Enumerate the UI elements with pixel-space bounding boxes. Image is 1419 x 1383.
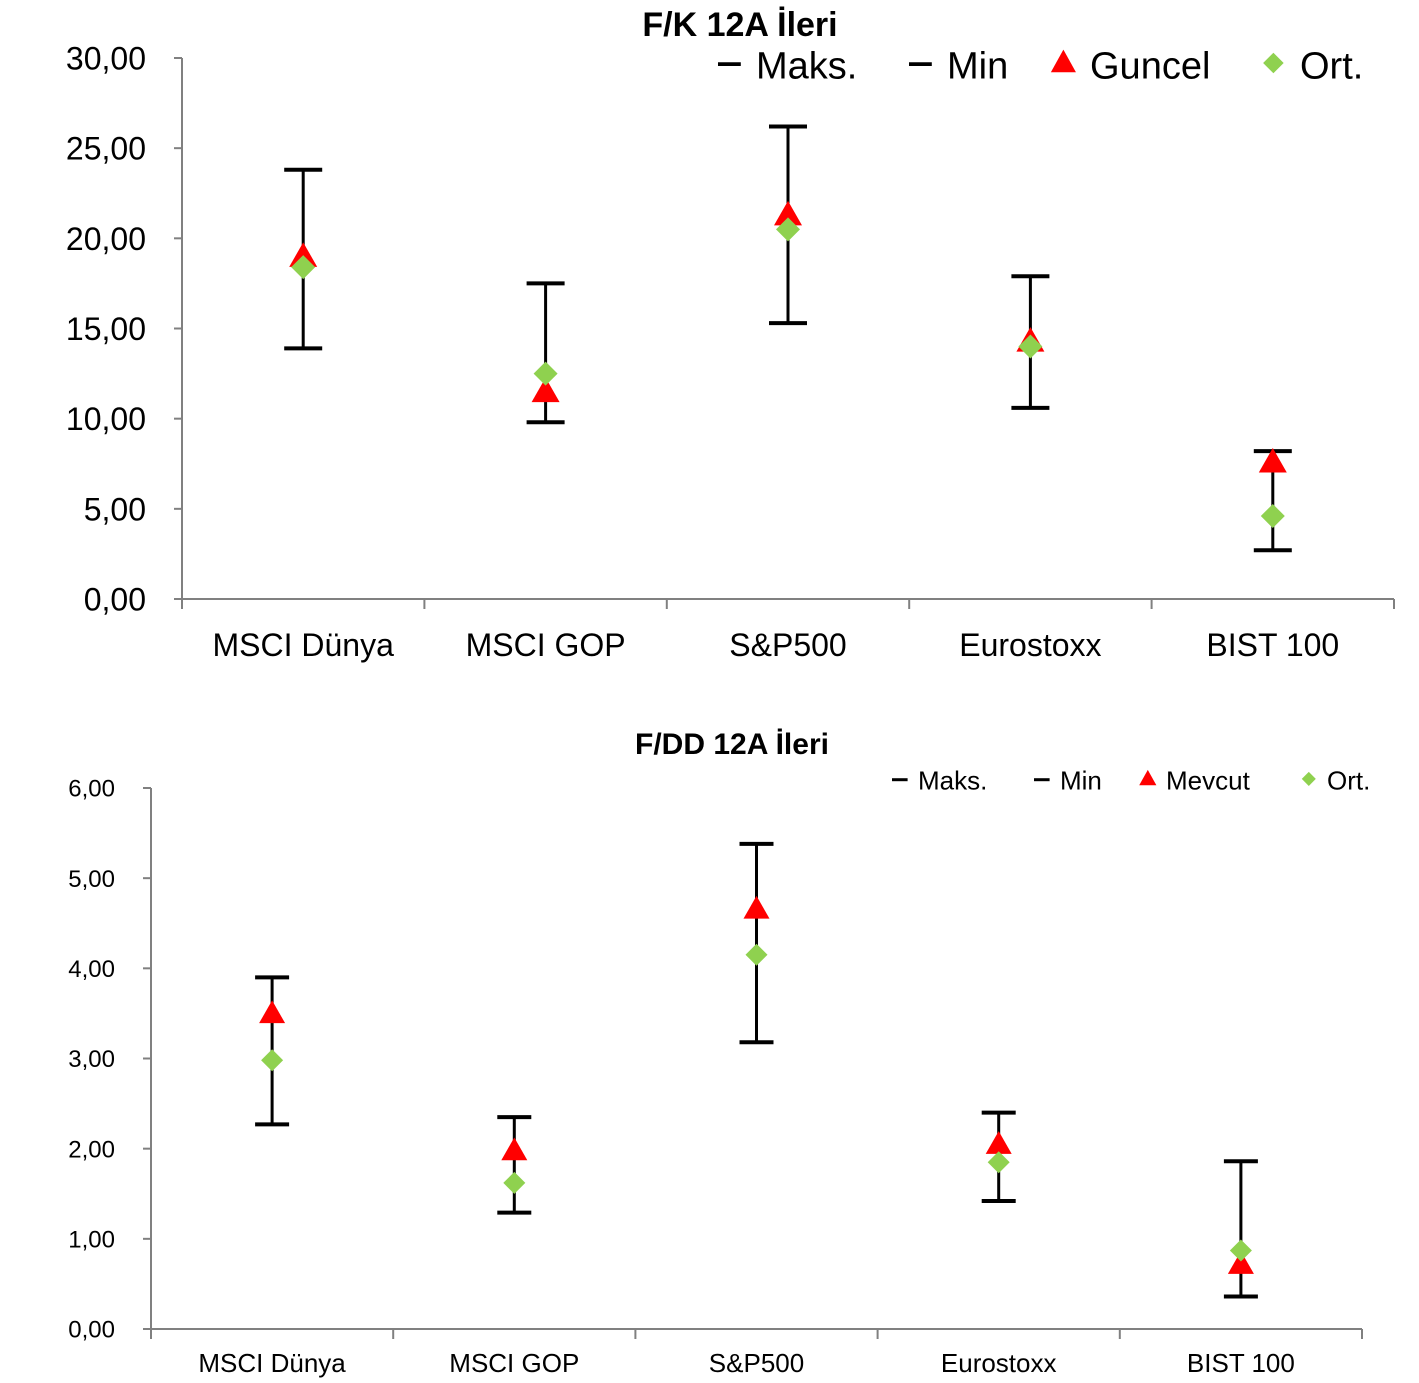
x-tick-label: BIST 100 xyxy=(1187,1348,1295,1378)
average-point xyxy=(533,361,558,386)
legend: Maks. Min Mevcut Ort. xyxy=(892,766,1370,796)
legend-label: Ort. xyxy=(1327,766,1370,796)
y-tick-label: 10,00 xyxy=(66,401,146,437)
y-tick-label: 30,00 xyxy=(66,41,146,77)
average-point xyxy=(503,1171,526,1194)
current-point xyxy=(774,200,802,226)
x-tick-label: Eurostoxx xyxy=(941,1348,1057,1378)
legend-label: Ort. xyxy=(1300,46,1363,88)
y-tick-label: 20,00 xyxy=(66,221,146,257)
legend-item: Ort. xyxy=(1263,46,1363,88)
average-point xyxy=(1229,1239,1252,1262)
x-tick-label: MSCI Dünya xyxy=(213,627,395,663)
average-point xyxy=(261,1049,284,1072)
current-point xyxy=(1227,1251,1254,1274)
y-tick-label: 1,00 xyxy=(68,1226,115,1253)
chart-1: F/K 12A İleri 0,00 5,00 10,00 15,00 20,00 25,0… xyxy=(66,6,1395,663)
current-point xyxy=(289,242,318,267)
legend-triangle-marker xyxy=(1050,49,1076,73)
average-point xyxy=(776,217,800,242)
legend-diamond-marker xyxy=(1263,52,1284,74)
chart-title: F/DD 12A İleri xyxy=(635,728,829,761)
y-tick-label: 5,00 xyxy=(68,866,115,893)
x-tick-label: MSCI Dünya xyxy=(198,1348,346,1378)
legend-label: Maks. xyxy=(918,766,987,796)
x-tick-label: MSCI GOP xyxy=(466,627,626,663)
y-tick-label: 15,00 xyxy=(66,311,146,347)
chart-title: F/K 12A İleri xyxy=(642,6,837,44)
legend-item: Guncel xyxy=(1050,46,1210,88)
y-tick-label: 6,00 xyxy=(68,776,115,803)
legend-label: Guncel xyxy=(1090,46,1210,88)
chart-2: F/DD 12A İleri 0,00 1,00 2,00 3,00 4,00 5,00 6,… xyxy=(68,728,1370,1378)
legend-label: Min xyxy=(947,46,1008,88)
current-point xyxy=(259,1000,286,1024)
current-point xyxy=(531,377,560,403)
legend: Maks. Min Guncel Ort. xyxy=(718,46,1363,88)
legend-item: Min xyxy=(1034,766,1102,796)
current-point xyxy=(1258,447,1287,473)
average-point xyxy=(987,1151,1010,1174)
y-tick-label: 4,00 xyxy=(68,956,115,983)
legend-label: Mevcut xyxy=(1166,766,1251,796)
average-point xyxy=(1260,504,1285,529)
average-point xyxy=(1018,334,1043,359)
current-point xyxy=(985,1131,1012,1154)
y-tick-label: 5,00 xyxy=(84,491,146,527)
legend-item: Min xyxy=(909,46,1008,88)
x-tick-label: BIST 100 xyxy=(1206,627,1339,663)
legend-item: Maks. xyxy=(718,46,857,88)
legend-item: Ort. xyxy=(1301,766,1370,796)
y-tick-label: 2,00 xyxy=(68,1136,115,1163)
average-point xyxy=(745,943,768,966)
current-point xyxy=(501,1137,528,1161)
legend-item: Maks. xyxy=(892,766,987,796)
y-tick-label: 25,00 xyxy=(66,131,146,167)
x-tick-label: Eurostoxx xyxy=(959,627,1101,663)
legend-triangle-marker xyxy=(1139,769,1157,786)
legend-label: Maks. xyxy=(756,46,857,88)
x-tick-label: S&P500 xyxy=(729,627,846,663)
legend-item: Mevcut xyxy=(1139,766,1251,796)
x-tick-label: S&P500 xyxy=(709,1348,804,1378)
legend-label: Min xyxy=(1060,766,1102,796)
y-tick-label: 0,00 xyxy=(84,582,146,618)
legend-diamond-marker xyxy=(1301,771,1316,786)
y-tick-label: 3,00 xyxy=(68,1046,115,1073)
average-point xyxy=(291,255,316,280)
x-tick-label: MSCI GOP xyxy=(449,1348,579,1378)
y-tick-label: 0,00 xyxy=(68,1317,115,1344)
current-point xyxy=(743,895,770,919)
